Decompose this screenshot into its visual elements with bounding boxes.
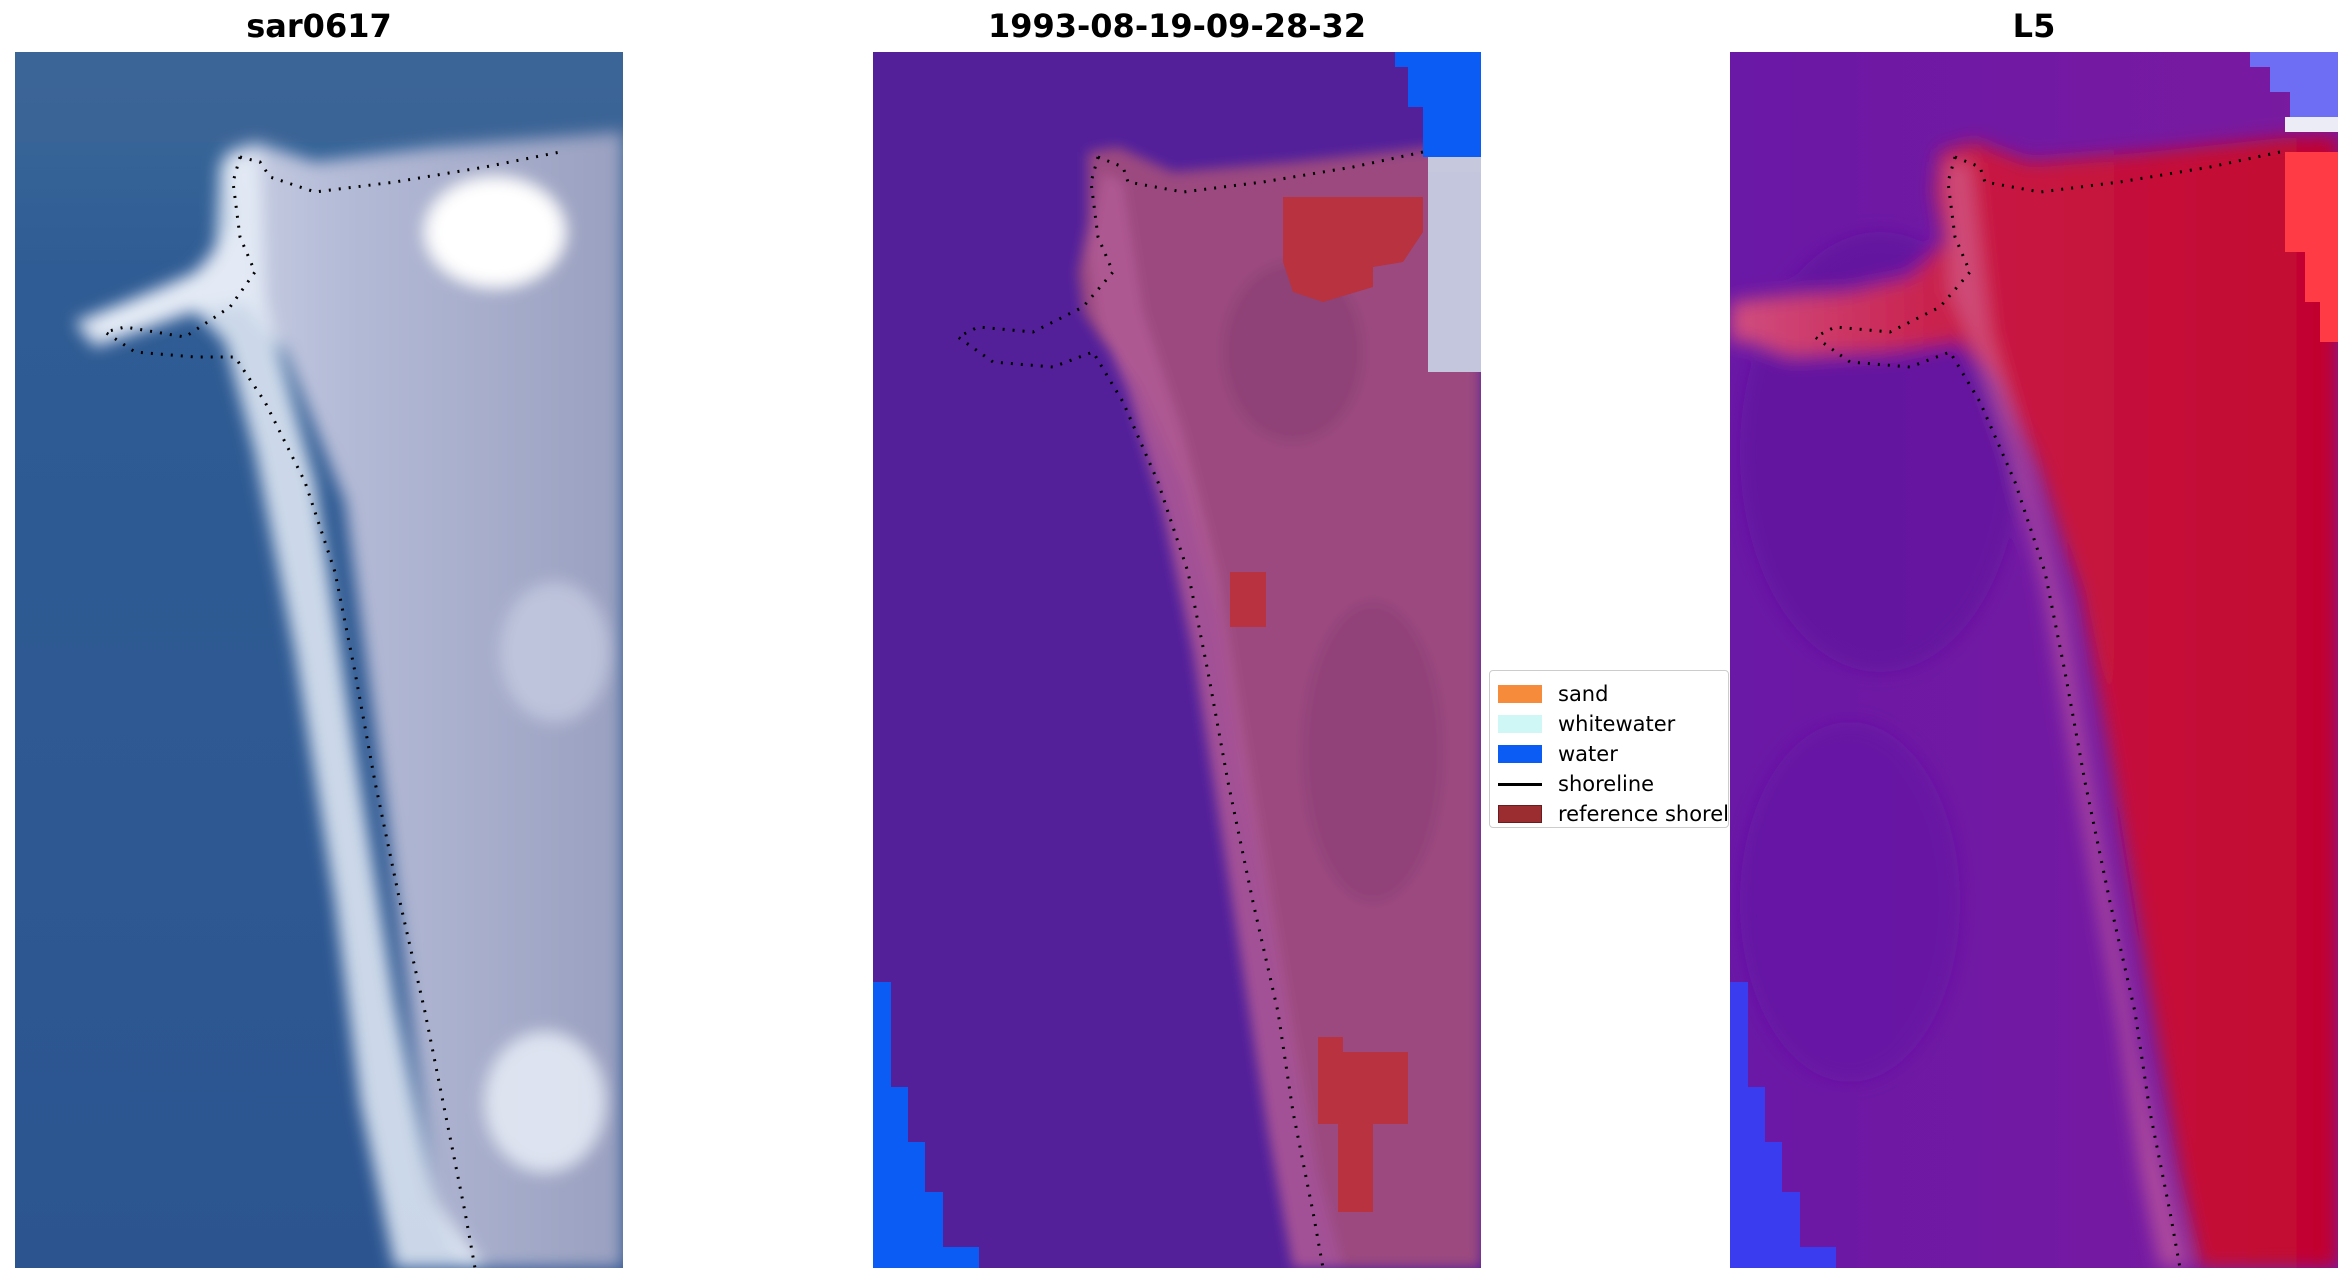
legend-label-water: water (1558, 742, 1618, 766)
shoreline-north-index (1954, 150, 2281, 194)
legend-label-sand: sand (1558, 682, 1609, 706)
classified-image (873, 52, 1481, 1268)
legend-line-shoreline (1498, 782, 1542, 786)
legend: sand whitewater water shoreline referenc… (1489, 670, 1729, 828)
index-image-panel (1730, 52, 2338, 1268)
classified-image-panel (873, 52, 1481, 1268)
legend-entry-water: water (1498, 739, 1618, 769)
water-patch-southwest (873, 982, 979, 1268)
panel-title-classified: 1993-08-19-09-28-32 (987, 7, 1367, 45)
legend-swatch-reference-shoreline (1498, 805, 1542, 823)
legend-entry-reference-shoreline: reference shoreline (1498, 799, 1729, 827)
legend-label-whitewater: whitewater (1558, 712, 1676, 736)
water-patch-northeast (1395, 52, 1481, 157)
legend-swatch-sand (1498, 685, 1542, 703)
water-patch-northeast-index (2250, 52, 2338, 117)
reference-patch-south (1318, 1037, 1408, 1212)
reference-patch-north (1283, 197, 1423, 302)
legend-label-reference-shoreline: reference shoreline (1558, 802, 1729, 826)
hot-patch-index (2285, 152, 2338, 342)
panel-title-rgb: sar0617 (246, 7, 392, 45)
shoreline-north-classified (1097, 150, 1424, 194)
rgb-image (15, 52, 623, 1268)
legend-entry-shoreline: shoreline (1498, 769, 1654, 799)
water-patch-southwest-index (1730, 982, 1836, 1268)
bright-patch-index (2285, 117, 2338, 132)
whitewater-patch (1428, 172, 1481, 372)
legend-entry-sand: sand (1498, 679, 1608, 709)
legend-swatch-water (1498, 745, 1542, 763)
rgb-image-panel (15, 52, 623, 1268)
index-image (1730, 52, 2338, 1268)
shoreline-north-rgb (239, 150, 561, 194)
legend-swatch-whitewater (1498, 715, 1542, 733)
panel-title-index: L5 (2012, 7, 2056, 45)
legend-label-shoreline: shoreline (1558, 772, 1655, 796)
reference-patch-middle (1230, 572, 1266, 627)
legend-entry-whitewater: whitewater (1498, 709, 1675, 739)
